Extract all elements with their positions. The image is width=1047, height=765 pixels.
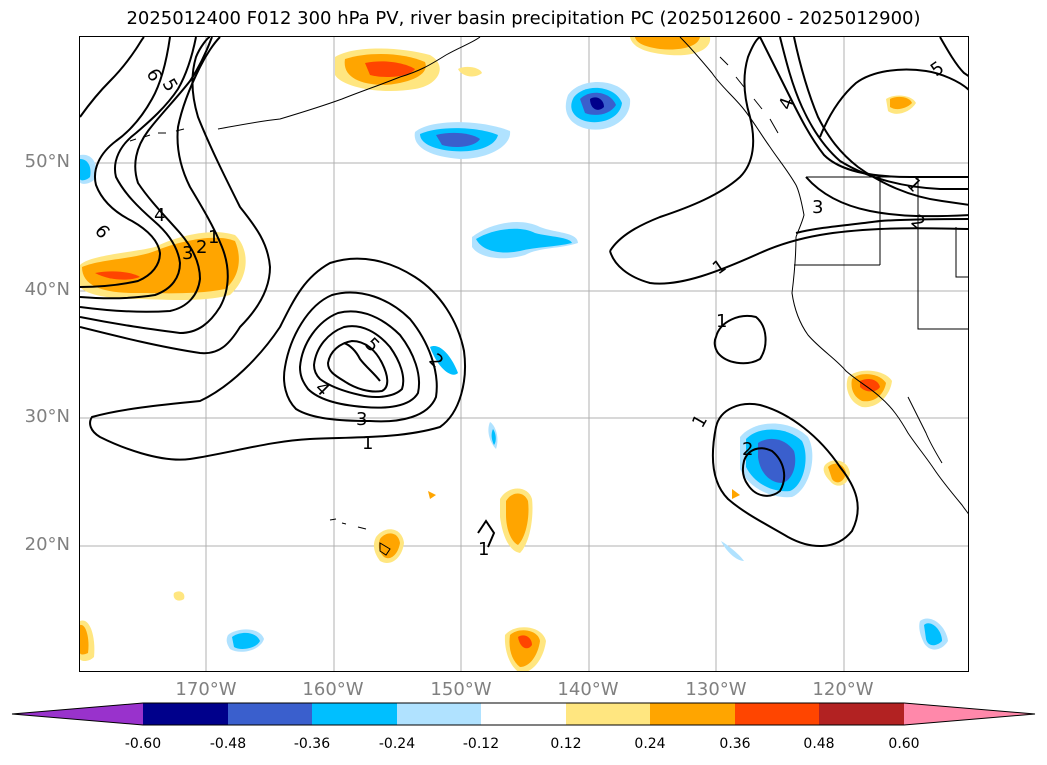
colorbar-bin [312, 703, 397, 725]
pv-label: 4 [154, 205, 165, 226]
colorbar-bin [481, 703, 566, 725]
colorbar-tick: -0.36 [293, 736, 331, 752]
map-title: 2025012400 F012 300 hPa PV, river basin … [126, 8, 921, 29]
colorbar-extend-high [904, 703, 1035, 725]
lon-label-130w: 130°W [685, 679, 747, 700]
colorbar-bin [397, 703, 481, 725]
lat-label-40n: 40°N [24, 279, 70, 300]
colorbar-tick: -0.12 [462, 736, 500, 752]
colorbar-tick: -0.24 [378, 736, 416, 752]
pv-label: 5 [927, 57, 948, 81]
lon-label-160w: 160°W [302, 679, 364, 700]
colorbar-bin [228, 703, 312, 725]
pv-label: 2 [196, 237, 207, 258]
pv-label: 3 [356, 409, 367, 430]
colorbar-tick: 0.24 [634, 736, 666, 752]
lon-label-170w: 170°W [175, 679, 237, 700]
colorbar-tick: -0.48 [209, 736, 247, 752]
map-panel[interactable]: 6 5 4 3 2 1 6 5 4 3 1 2 1 1 1 2 4 3 2 1 … [79, 36, 969, 672]
colorbar-bin [819, 703, 904, 725]
pv-label: 4 [775, 95, 799, 113]
lat-label-20n: 20°N [24, 534, 70, 555]
graticule [80, 37, 968, 671]
pv-label: 2 [742, 439, 753, 460]
colorbar-bin [735, 703, 819, 725]
pv-label: 6 [90, 221, 113, 243]
pv-label: 1 [478, 539, 489, 560]
lon-label-150w: 150°W [430, 679, 492, 700]
map-canvas: 6 5 4 3 2 1 6 5 4 3 1 2 1 1 1 2 4 3 2 1 … [80, 37, 968, 671]
pv-label: 1 [208, 227, 219, 248]
pv-label: 5 [360, 334, 383, 357]
colorbar-outline [11, 702, 1036, 726]
colorbar [11, 702, 1036, 726]
pv-label: 1 [362, 433, 373, 454]
lon-label-120w: 120°W [812, 679, 874, 700]
pv-label: 1 [688, 411, 712, 431]
precip-shading [80, 37, 948, 671]
colorbar-tick: 0.48 [803, 736, 835, 752]
pv-label: 4 [310, 378, 333, 401]
pv-contours [80, 37, 968, 548]
colorbar-tick: 0.12 [550, 736, 582, 752]
colorbar-extend-low [12, 703, 143, 725]
colorbar-tick: 0.36 [719, 736, 751, 752]
colorbar-bin [143, 703, 228, 725]
pv-label: 1 [716, 311, 727, 332]
lat-label-30n: 30°N [24, 406, 70, 427]
colorbar-bin [566, 703, 650, 725]
colorbar-tick: 0.60 [888, 736, 920, 752]
pv-label: 2 [907, 211, 929, 234]
lon-label-140w: 140°W [557, 679, 619, 700]
pv-label: 3 [812, 197, 823, 218]
lat-label-50n: 50°N [24, 151, 70, 172]
colorbar-tick: -0.60 [124, 736, 162, 752]
colorbar-bin [650, 703, 735, 725]
pv-label: 3 [182, 243, 193, 264]
